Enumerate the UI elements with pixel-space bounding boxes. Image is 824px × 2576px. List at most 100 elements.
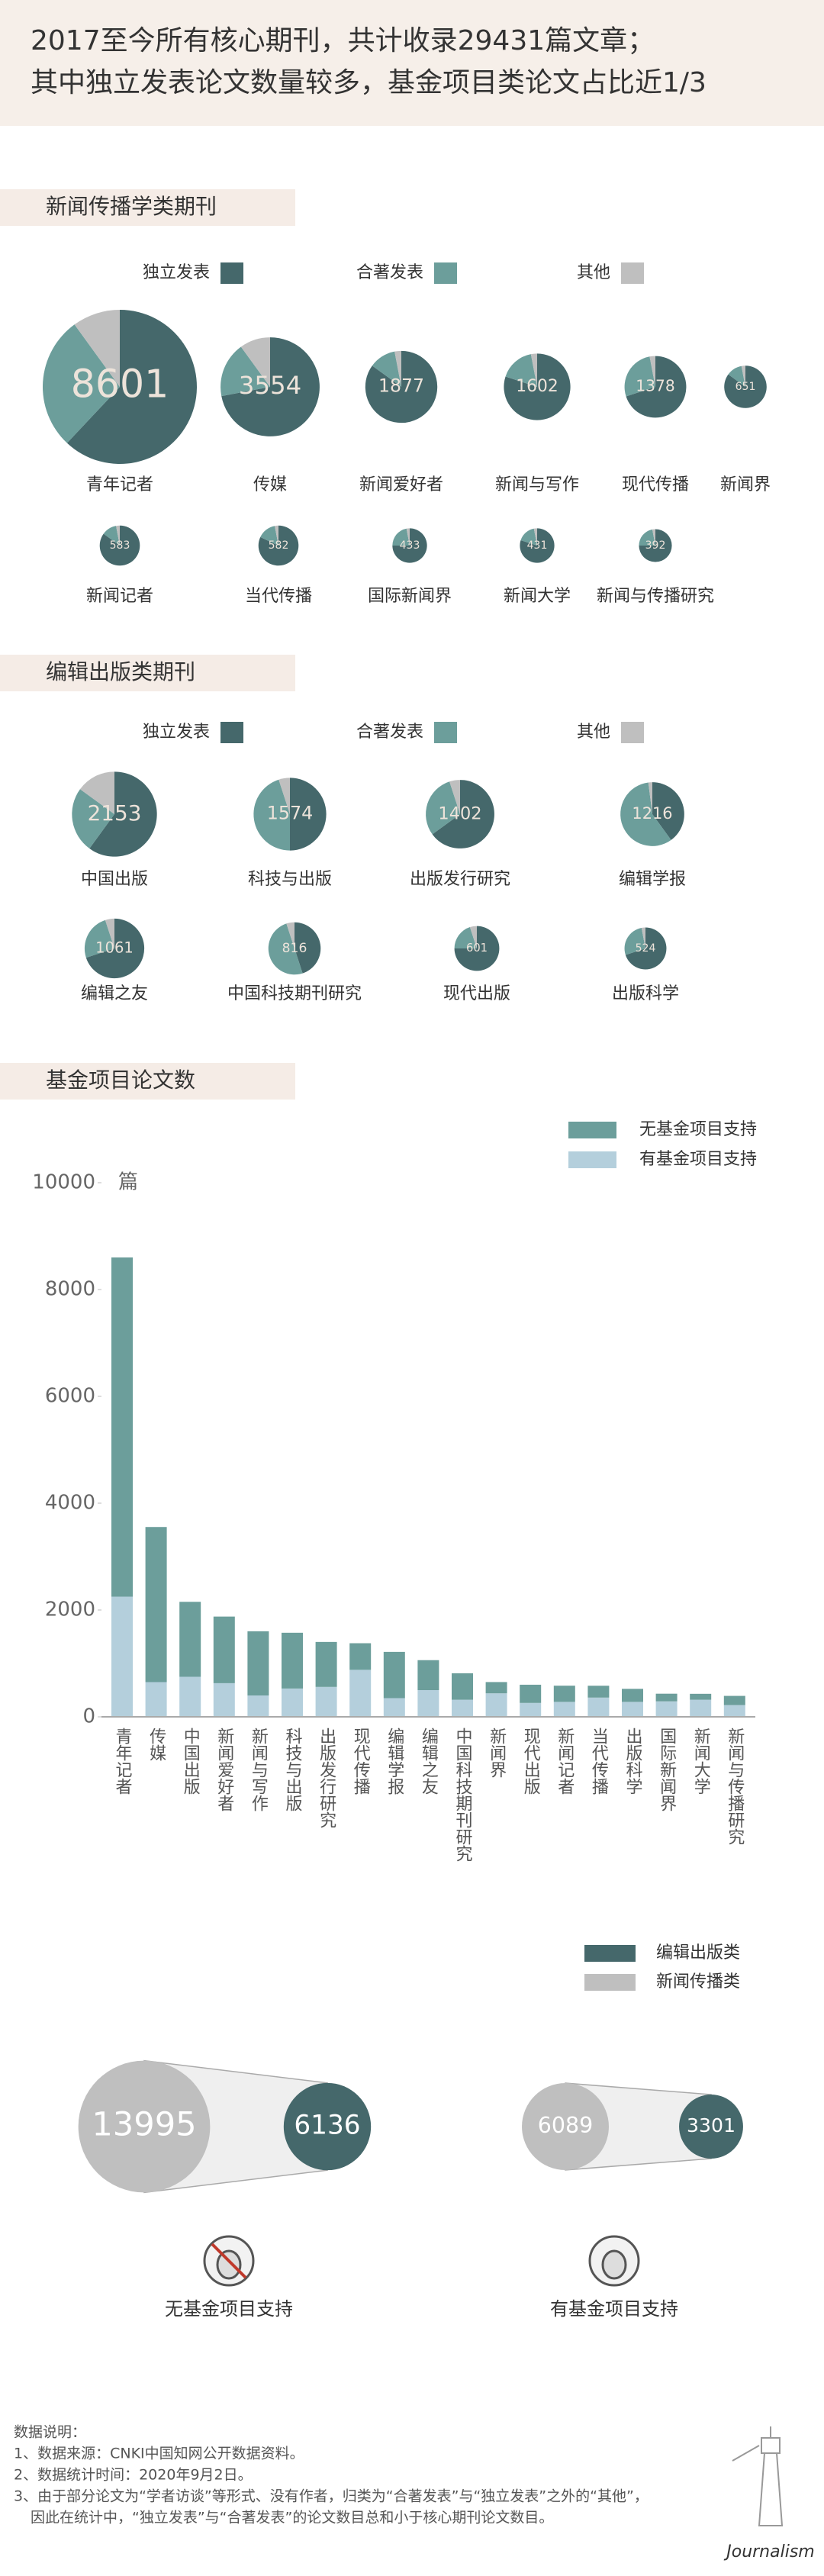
pie-slice (625, 927, 667, 970)
pie-total: 1602 (516, 377, 558, 396)
x-tick-label: 新闻大学 (691, 1728, 711, 1795)
pie-slice (624, 928, 645, 955)
pie-slice (66, 310, 197, 464)
note-line: 1、数据来源：CNKI中国知网公开数据资料。 (14, 2446, 304, 2462)
pie-total: 651 (735, 381, 756, 393)
pie-total: 1402 (438, 804, 481, 824)
legend-label: 有基金项目支持 (639, 1150, 757, 1169)
pie-slice (278, 778, 290, 814)
no-fund-icon (203, 2235, 255, 2287)
legend-label: 无基金项目支持 (639, 1120, 757, 1139)
section-band (0, 655, 295, 691)
x-tick-label: 新闻记者 (555, 1728, 575, 1795)
pie-total: 1216 (632, 804, 672, 823)
y-tick-label: 6000 (45, 1385, 95, 1408)
legend-swatch (568, 1151, 616, 1168)
legend-label: 其他 (577, 263, 610, 282)
pie-slice (520, 528, 537, 546)
y-tick-label: 8000 (45, 1278, 95, 1301)
circle-value: 3301 (687, 2114, 735, 2136)
x-tick-label: 新闻界 (487, 1728, 507, 1778)
pie-slice (268, 923, 303, 975)
pie-label: 中国出版 (81, 870, 148, 889)
section-title: 基金项目论文数 (46, 1067, 195, 1093)
group-label: 有基金项目支持 (550, 2298, 678, 2320)
pie-total: 583 (110, 539, 130, 552)
y-tick-label: 2000 (45, 1599, 95, 1621)
bar-segment (247, 1695, 269, 1717)
pie-total: 433 (400, 539, 420, 552)
pie-total: 2153 (88, 800, 142, 826)
pie-label: 编辑之友 (81, 984, 148, 1003)
pie-slice (85, 918, 145, 979)
pie-label: 新闻与传播研究 (597, 587, 714, 606)
pie-total: 431 (527, 539, 548, 552)
bar-segment (349, 1643, 372, 1670)
pie-slice (43, 324, 120, 443)
pie-label: 新闻与写作 (495, 475, 579, 494)
legend-label: 独立发表 (143, 263, 210, 282)
bar-segment (622, 1689, 643, 1702)
pie-total: 1061 (95, 939, 134, 957)
bar-segment (622, 1702, 643, 1717)
pie-slice (626, 356, 687, 418)
pie-total: 816 (282, 941, 307, 956)
pie-slice (449, 780, 460, 814)
note-line: 2、数据统计时间：2020年9月2日。 (14, 2467, 253, 2484)
section-title: 新闻传播学类期刊 (46, 194, 217, 219)
bar-segment (723, 1705, 745, 1717)
pie-total: 3554 (239, 371, 302, 400)
pie-slice (103, 526, 120, 546)
pie-slice (533, 528, 537, 546)
pie-total: 524 (636, 942, 656, 955)
legend-swatch (584, 1945, 636, 1962)
pie-slice (392, 528, 410, 546)
bar-segment (315, 1686, 337, 1717)
logo-text: Journalism (723, 2542, 814, 2562)
pie-slice (89, 771, 157, 857)
pie-slice (639, 529, 655, 546)
x-tick-label: 新闻与写作 (249, 1728, 269, 1811)
bar-segment (452, 1673, 473, 1700)
circle (283, 2082, 372, 2171)
y-tick-label: 4000 (45, 1492, 95, 1515)
pie-total: 1877 (378, 375, 424, 397)
bar-segment (349, 1670, 372, 1717)
circle (78, 2060, 211, 2193)
logo-lighthouse (732, 2426, 784, 2526)
x-tick-label: 国际新闻界 (657, 1728, 677, 1811)
bar-segment (485, 1693, 507, 1717)
x-tick-label: 青年记者 (113, 1728, 133, 1795)
note-line: 3、由于部分论文为“学者访谈”等形式、没有作者，归类为“合著发表”与“独立发表”… (14, 2488, 649, 2505)
circle-value: 6136 (294, 2111, 360, 2141)
pie-slice (641, 927, 645, 948)
bar-segment (145, 1682, 167, 1717)
x-tick-label: 传媒 (146, 1728, 166, 1761)
pie-slice (432, 780, 494, 848)
pie-slice (624, 356, 655, 397)
legend-swatch (220, 722, 243, 743)
bar-segment (417, 1690, 439, 1717)
pie-slice (290, 778, 327, 851)
pie-slice (505, 354, 537, 387)
pie-slice (260, 526, 278, 546)
bar-segment (655, 1701, 678, 1717)
pie-label: 新闻记者 (86, 587, 153, 606)
legend-swatch (220, 262, 243, 284)
bar-segment (145, 1527, 167, 1682)
pie-slice (652, 529, 655, 546)
fund-icon (588, 2235, 640, 2287)
pie-label: 科技与出版 (248, 870, 332, 889)
pie-slice (221, 337, 320, 436)
pie-label: 现代传播 (622, 475, 689, 494)
legend-label: 编辑出版类 (656, 1943, 740, 1963)
x-tick-label: 当代传播 (589, 1728, 609, 1795)
pie-slice (275, 525, 278, 546)
pie-slice (741, 365, 745, 387)
section-title: 编辑出版类期刊 (46, 659, 195, 684)
pie-label: 中国科技期刊研究 (227, 984, 362, 1003)
pie-total: 601 (466, 942, 488, 955)
bar-segment (520, 1684, 542, 1703)
bar-segment (315, 1641, 337, 1687)
